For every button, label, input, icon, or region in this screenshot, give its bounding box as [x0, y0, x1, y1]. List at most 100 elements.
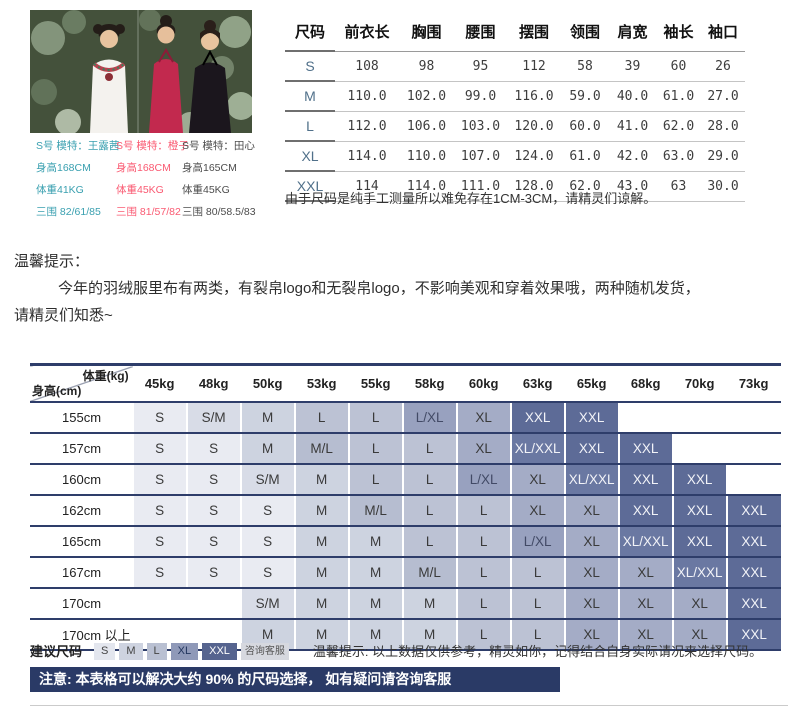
- spec-row: M 110.0 102.0 99.0 116.0 59.0 40.0 61.0 27.0: [285, 81, 745, 112]
- spec-value-cell: 39: [609, 51, 656, 82]
- spec-col-header: 袖口: [701, 18, 745, 52]
- spec-value-cell: 60: [656, 51, 701, 82]
- model-3-title: S号 模特：田心: [182, 140, 255, 152]
- suggest-size-row: 建议尺码 S M L XL XXL 咨询客服 温馨提示: 以上数据仅供参考，精灵如你，记得…: [30, 641, 762, 660]
- matrix-row: 170cm S/M M M M L L XL XL XL XXL: [30, 588, 781, 620]
- matrix-cell: S: [131, 402, 187, 434]
- spec-row: XXL 114 114.0 111.0 128.0 62.0 43.0 63 30.0: [285, 171, 745, 202]
- matrix-cell: XL: [617, 619, 673, 651]
- matrix-cell: M/L: [401, 557, 457, 589]
- spec-col-header: 领围: [561, 18, 609, 52]
- matrix-cell: S: [131, 464, 187, 496]
- matrix-cell: M: [347, 588, 403, 620]
- matrix-cell: M: [293, 588, 349, 620]
- spec-value-cell: 107.0: [454, 141, 507, 172]
- matrix-row: 157cm S S M M/L L L XL XL/XXL XXL XXL: [30, 433, 781, 465]
- spec-value-cell: 41.0: [609, 111, 656, 142]
- spec-value-cell: 63.0: [656, 141, 701, 172]
- model-3-measurements: 三围 80/58.5/83: [182, 206, 256, 218]
- matrix-row-label: 160cm: [30, 464, 133, 496]
- matrix-cell: L: [293, 402, 349, 434]
- matrix-cell: XL/XXL: [509, 433, 565, 465]
- matrix-cell: S: [131, 433, 187, 465]
- matrix-cell: XL: [563, 619, 619, 651]
- spec-value-cell: 124.0: [507, 141, 561, 172]
- matrix-cell: L: [347, 402, 403, 434]
- spec-value-cell: 60.0: [561, 111, 609, 142]
- matrix-cell: [725, 402, 781, 434]
- matrix-cell: XL: [671, 619, 727, 651]
- matrix-cell: XL: [509, 495, 565, 527]
- spec-table-note: 由于尺码是纯手工测量所以难免存在1CM-3CM，请精灵们谅解。: [285, 191, 657, 206]
- matrix-cell: M: [239, 433, 295, 465]
- matrix-cell: S: [131, 495, 187, 527]
- spec-value-cell: 112.0: [335, 111, 399, 142]
- matrix-cell: S: [131, 557, 187, 589]
- matrix-cell: S/M: [239, 464, 295, 496]
- matrix-row-label: 167cm: [30, 557, 133, 589]
- footer-tip-text: 温馨提示: 以上数据仅供参考，精灵如你，记得结合自身实际请况来选择尺码。: [312, 644, 763, 659]
- matrix-row: 167cm S S S M M M/L L L XL XL XL/XXL XXL: [30, 557, 781, 589]
- matrix-cell: S: [131, 526, 187, 558]
- size-badges: S M L XL XXL 咨询客服: [94, 641, 293, 660]
- spec-tbody: S 108 98 95 112 58 39 60 26 M 110.0 102.0 99.0 116.0 5…: [285, 51, 745, 202]
- spec-value-cell: 26: [701, 51, 745, 82]
- matrix-cell: S/M: [239, 588, 295, 620]
- matrix-cell: M/L: [293, 433, 349, 465]
- matrix-cell: L: [401, 526, 457, 558]
- matrix-cell: L: [509, 619, 565, 651]
- matrix-cell: L: [509, 588, 565, 620]
- contact-support-badge[interactable]: 咨询客服: [240, 643, 289, 660]
- matrix-cell: M: [293, 495, 349, 527]
- spec-value-cell: 106.0: [399, 111, 454, 142]
- model-caption-3: S号 模特：田心 身高165CM 体重45KG 三围 80/58.5/83: [182, 135, 256, 223]
- matrix-cell: M: [293, 464, 349, 496]
- matrix-cell: M/L: [347, 495, 403, 527]
- spec-value-cell: 120.0: [507, 111, 561, 142]
- matrix-cell: S: [185, 557, 241, 589]
- matrix-cell: [725, 464, 781, 496]
- matrix-weight-header: 70kg: [672, 364, 727, 403]
- spec-row: S 108 98 95 112 58 39 60 26: [285, 51, 745, 82]
- notice-bar: 注意: 本表格可以解决大约 90% 的尺码选择， 如有疑问请咨询客服: [30, 667, 560, 692]
- matrix-thead: 体重(kg) 身高(cm) 45kg 48kg 50kg 53kg 55kg 58kg 60kg…: [30, 364, 781, 403]
- spec-value-cell: 95: [454, 51, 507, 82]
- matrix-cell: XXL: [671, 464, 727, 496]
- three-models-photo-image: [30, 10, 252, 133]
- spec-value-cell: 62.0: [656, 111, 701, 142]
- matrix-cell: M: [401, 588, 457, 620]
- matrix-cell: S: [185, 495, 241, 527]
- bottom-divider: [30, 705, 788, 706]
- matrix-cell: [725, 433, 781, 465]
- spec-value-cell: 103.0: [454, 111, 507, 142]
- spec-value-cell: 112: [507, 51, 561, 82]
- matrix-cell: M: [293, 526, 349, 558]
- matrix-cell: XL/XXL: [671, 557, 727, 589]
- matrix-row: 170cm 以上 M M M M L L XL XL XL XXL: [30, 619, 781, 651]
- matrix-cell: XXL: [617, 433, 673, 465]
- model-caption-2: S号 模特：橙子 身高168CM 体重45KG 三围 81/57/82: [116, 135, 189, 223]
- spec-value-cell: 99.0: [454, 81, 507, 112]
- spec-header-row: 尺码 前衣长 胸围 腰围 摆围 领围 肩宽 袖长 袖口: [285, 18, 745, 52]
- matrix-cell: XL: [563, 495, 619, 527]
- matrix-cell: L: [455, 557, 511, 589]
- matrix-row-label: 170cm: [30, 588, 133, 620]
- spec-value-cell: 110.0: [399, 141, 454, 172]
- matrix-cell: S: [239, 526, 295, 558]
- spec-size-cell: XXL: [285, 171, 335, 202]
- matrix-cell: L: [455, 588, 511, 620]
- matrix-cell: S: [185, 433, 241, 465]
- spec-col-header: 摆围: [507, 18, 561, 52]
- matrix-cell: XL: [563, 588, 619, 620]
- spec-value-cell: 40.0: [609, 81, 656, 112]
- size-matrix-table: 体重(kg) 身高(cm) 45kg 48kg 50kg 53kg 55kg 58kg 60kg…: [30, 363, 781, 651]
- matrix-cell: XXL: [563, 433, 619, 465]
- matrix-cell: XXL: [509, 402, 565, 434]
- spec-size-cell: XL: [285, 141, 335, 172]
- model-3-height: 身高165CM: [182, 162, 237, 174]
- matrix-row: 155cm S S/M M L L L/XL XL XXL XXL: [30, 402, 781, 434]
- matrix-cell: [617, 402, 673, 434]
- size-badge: XXL: [202, 643, 237, 660]
- spec-value-cell: 102.0: [399, 81, 454, 112]
- product-photo: [30, 10, 252, 133]
